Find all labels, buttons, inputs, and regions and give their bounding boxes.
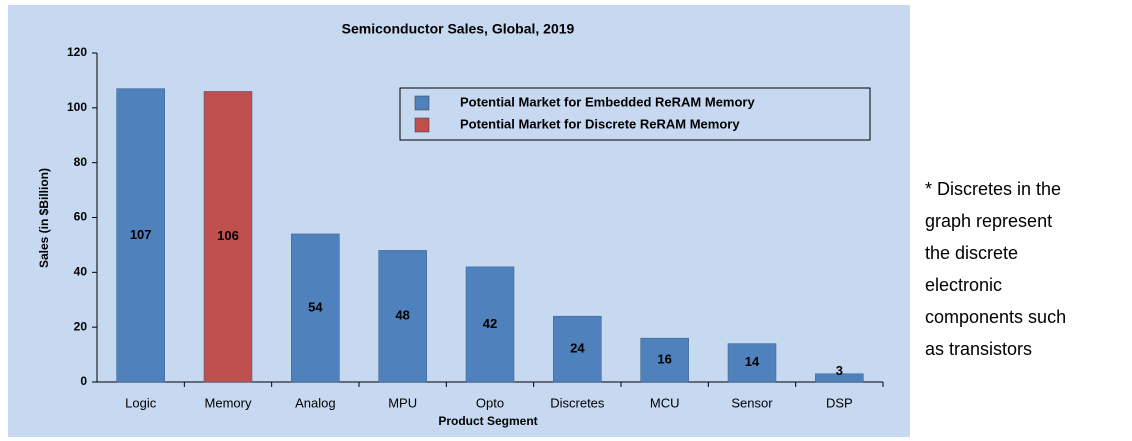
data-label: 24 bbox=[570, 341, 585, 356]
bar bbox=[640, 337, 689, 383]
note-line: the discrete bbox=[925, 243, 1018, 263]
data-label: 42 bbox=[483, 316, 497, 331]
legend-label: Potential Market for Embedded ReRAM Memo… bbox=[460, 94, 755, 109]
y-tick-label: 60 bbox=[74, 210, 88, 224]
x-tick-label: Sensor bbox=[731, 395, 773, 410]
bar bbox=[291, 233, 340, 383]
legend-label: Potential Market for Discrete ReRAM Memo… bbox=[460, 116, 740, 131]
bar bbox=[116, 88, 165, 383]
y-tick-label: 0 bbox=[80, 374, 87, 388]
bar bbox=[465, 266, 515, 383]
y-tick-label: 80 bbox=[74, 155, 88, 169]
y-axis-label: Sales (in $Billion) bbox=[37, 168, 51, 268]
y-tick-label: 100 bbox=[67, 100, 87, 114]
bar bbox=[727, 343, 777, 383]
bar bbox=[203, 91, 253, 383]
data-label: 14 bbox=[745, 354, 760, 369]
x-tick-label: DSP bbox=[826, 395, 853, 410]
note-line: * Discretes in the bbox=[925, 179, 1061, 199]
x-tick-label: Opto bbox=[476, 395, 504, 410]
data-label: 107 bbox=[130, 227, 152, 242]
note-line: electronic bbox=[925, 275, 1002, 295]
chart-title: Semiconductor Sales, Global, 2019 bbox=[342, 21, 575, 37]
bar bbox=[378, 250, 427, 383]
y-tick-label: 40 bbox=[74, 265, 88, 279]
x-tick-label: Analog bbox=[295, 395, 335, 410]
note-line: as transistors bbox=[925, 339, 1032, 359]
legend-swatch bbox=[414, 95, 430, 111]
legend-box bbox=[399, 87, 871, 141]
bar bbox=[815, 373, 864, 383]
data-label: 3 bbox=[836, 363, 843, 378]
y-tick-label: 120 bbox=[67, 45, 87, 59]
y-tick-label: 20 bbox=[74, 319, 88, 333]
x-tick-label: Memory bbox=[205, 395, 252, 410]
x-axis-label: Product Segment bbox=[438, 414, 537, 428]
data-label: 54 bbox=[308, 299, 323, 314]
x-tick-label: Logic bbox=[125, 395, 157, 410]
legend-swatch bbox=[414, 117, 430, 133]
x-tick-label: Discretes bbox=[550, 395, 605, 410]
data-label: 16 bbox=[657, 352, 671, 367]
data-label: 48 bbox=[395, 308, 409, 323]
data-label: 106 bbox=[217, 228, 239, 243]
note-line: components such bbox=[925, 307, 1066, 327]
note-line: graph represent bbox=[925, 211, 1052, 231]
x-tick-label: MPU bbox=[388, 395, 417, 410]
bar bbox=[553, 315, 602, 383]
x-tick-label: MCU bbox=[650, 395, 680, 410]
